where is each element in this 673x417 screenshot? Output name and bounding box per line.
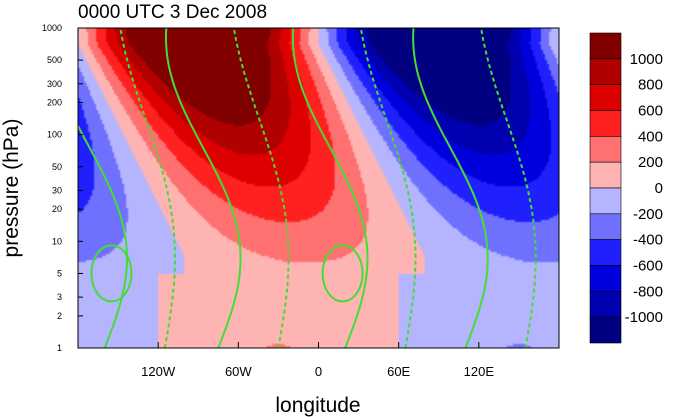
y-tick-label-12: 1000 (42, 23, 62, 33)
x-tick-label-4: 120E (464, 364, 495, 379)
plot-area (78, 28, 559, 348)
colorbar-label-6: -200 (633, 206, 663, 223)
y-tick-label-9: 200 (47, 98, 62, 108)
colorbar-box-4 (589, 136, 622, 163)
contour-line-3 (412, 28, 489, 348)
colorbar-label-5: 0 (655, 180, 663, 197)
contour-centre-1 (321, 244, 364, 303)
colorbar-label-3: 400 (638, 128, 663, 145)
x-axis: 120W 60W 0 60E 120E (141, 342, 494, 379)
y-tick-label-3: 5 (57, 268, 62, 278)
colorbar-box-8 (589, 239, 622, 266)
y-tick-label-11: 500 (47, 55, 62, 65)
y-tick-label-6: 30 (52, 185, 62, 195)
colorbar-label-8: -600 (633, 258, 663, 275)
colorbar-box-1 (589, 58, 622, 85)
colorbar-label-4: 200 (638, 154, 663, 171)
y-tick-label-2: 3 (57, 292, 62, 302)
contour-lines (78, 28, 537, 348)
colorbar-label-1: 800 (638, 77, 663, 94)
colorbar-box-10 (589, 291, 622, 318)
contour-line-0 (78, 123, 129, 348)
x-tick-label-0: 120W (141, 364, 176, 379)
y-tick-label-1: 2 (57, 311, 62, 321)
y-tick-label-8: 100 (47, 130, 62, 140)
colorbar: 1000 800 600 400 200 0 -200 -400 -600 -800 -1000 (589, 32, 663, 344)
colorbar-box-3 (589, 110, 622, 137)
x-tick-label-2: 0 (315, 364, 322, 379)
colorbar-box-2 (589, 84, 622, 111)
colorbar-box-9 (589, 265, 622, 292)
colorbar-box-11 (589, 316, 622, 344)
contour-line-dashed-1 (232, 28, 290, 348)
colorbar-box-6 (589, 187, 622, 215)
x-axis-label: longitude (275, 394, 360, 417)
colorbar-label-2: 600 (638, 103, 663, 120)
x-tick-label-3: 60E (387, 364, 410, 379)
contour-line-2 (291, 28, 369, 348)
y-tick-label-7: 50 (52, 162, 62, 172)
colorbar-label-7: -400 (633, 232, 663, 249)
colorbar-box-7 (589, 213, 622, 240)
y-tick-label-0: 1 (57, 343, 62, 353)
contour-line-dashed-3 (480, 28, 537, 348)
y-axis-label: pressure (hPa) (0, 119, 23, 258)
colorbar-label-10: -1000 (625, 309, 663, 326)
shaded-field (78, 28, 559, 348)
x-tick-label-1: 60W (225, 364, 252, 379)
contour-line-1 (165, 28, 242, 348)
chart-title: 0000 UTC 3 Dec 2008 (78, 2, 267, 23)
y-axis: 1 2 3 5 10 20 30 50 100 200 300 500 1000 (42, 23, 83, 353)
contour-centre-0 (90, 244, 133, 303)
y-tick-label-5: 20 (52, 204, 62, 214)
colorbar-box-5 (589, 161, 622, 189)
y-tick-label-4: 10 (52, 236, 62, 246)
contour-line-dashed-2 (359, 28, 417, 348)
colorbar-label-9: -800 (633, 283, 663, 300)
contour-line-dashed-0 (119, 28, 176, 348)
colorbar-box-0 (589, 32, 622, 60)
y-tick-label-10: 300 (47, 79, 62, 89)
colorbar-label-0: 1000 (630, 51, 663, 68)
